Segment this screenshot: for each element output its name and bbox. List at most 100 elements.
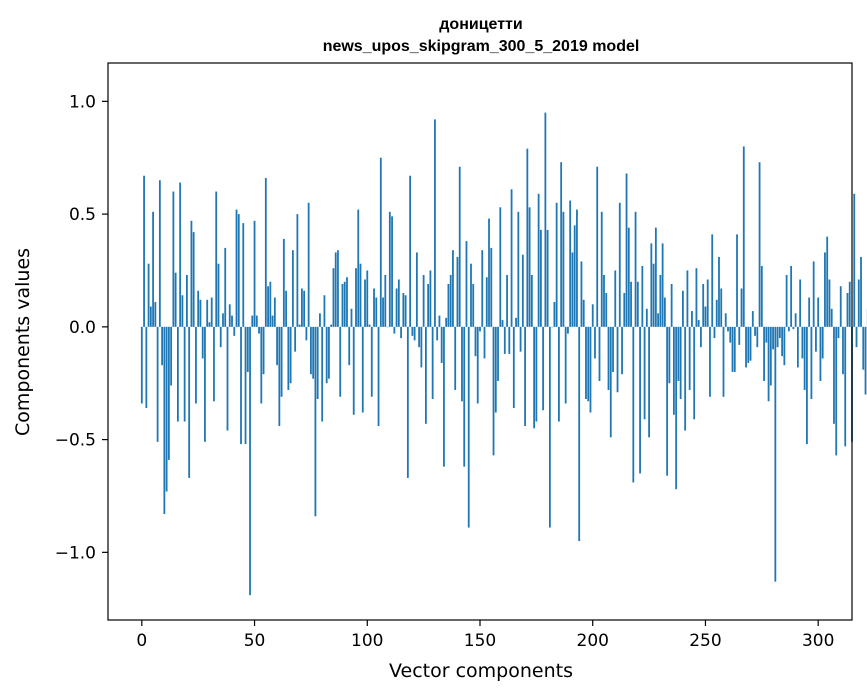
bar (483, 326, 486, 359)
bar (461, 326, 463, 402)
bar (842, 326, 844, 375)
bar (231, 315, 233, 327)
bar (569, 200, 572, 327)
bar (291, 250, 294, 327)
bar (406, 326, 409, 478)
bar (355, 268, 357, 327)
bar (560, 162, 563, 327)
bar (420, 326, 423, 368)
bars (140, 112, 867, 596)
bar (359, 263, 362, 327)
bar (251, 315, 254, 327)
bar (179, 182, 182, 327)
bar (666, 326, 669, 476)
bar (373, 288, 375, 327)
bar (172, 191, 175, 327)
bar (600, 211, 603, 327)
bar (862, 326, 865, 370)
bar (783, 326, 786, 366)
bar (587, 326, 590, 402)
bar (688, 326, 691, 390)
bar (528, 207, 531, 327)
bar (206, 299, 209, 327)
y-axis-label: Components values (12, 248, 34, 436)
bar (700, 326, 702, 348)
bar (652, 263, 655, 327)
bar (226, 326, 229, 431)
bar (558, 326, 560, 422)
bar (648, 326, 650, 438)
bar (143, 175, 145, 327)
bar (670, 284, 673, 327)
bar (650, 243, 653, 327)
bar (149, 306, 152, 327)
bar (382, 297, 384, 327)
bar (682, 290, 684, 327)
bar (181, 295, 184, 327)
bar (614, 270, 617, 327)
bar (499, 207, 502, 327)
bar (855, 326, 858, 348)
bar (454, 326, 457, 390)
bar (346, 277, 348, 327)
bar (424, 326, 427, 424)
bar (776, 326, 779, 348)
bar (794, 313, 797, 327)
bar (244, 326, 247, 445)
bar (352, 326, 355, 415)
bar (204, 326, 206, 442)
bar (235, 209, 238, 327)
bar (801, 326, 804, 359)
bar (260, 326, 263, 404)
bar (409, 175, 412, 327)
bar (517, 211, 520, 327)
bar (140, 326, 143, 404)
bar (325, 326, 328, 384)
bar (747, 326, 750, 363)
bar (258, 326, 260, 334)
bar (618, 202, 621, 327)
x-tick-label: 300 (802, 631, 834, 651)
bar (145, 326, 148, 409)
bar (537, 193, 540, 327)
bar (612, 326, 614, 372)
bar (661, 243, 664, 327)
bar (422, 274, 425, 327)
bar (161, 326, 164, 366)
bar (765, 326, 768, 343)
bar (262, 326, 265, 375)
bar (391, 216, 393, 327)
bar (195, 326, 197, 404)
bar (636, 281, 639, 327)
bar (844, 326, 847, 447)
bar (240, 326, 242, 445)
bar (388, 211, 391, 327)
bar (539, 229, 542, 327)
bar (312, 326, 315, 379)
bar (285, 290, 288, 327)
x-axis: 0 50 100 150 200 250 300 (136, 620, 834, 651)
bar (273, 297, 276, 327)
bar (704, 306, 707, 327)
bar (781, 326, 784, 357)
bar (479, 326, 481, 332)
bar (634, 211, 637, 327)
bar (742, 146, 745, 327)
bar (591, 304, 594, 327)
bar (585, 326, 587, 399)
y-tick-label: −1.0 (55, 543, 96, 563)
bar (242, 223, 245, 327)
bar (427, 284, 430, 327)
bar (625, 173, 628, 327)
bar (321, 326, 324, 422)
bar (819, 326, 822, 381)
bar (289, 326, 292, 384)
bar (249, 326, 251, 596)
bar (213, 326, 215, 402)
bar (792, 326, 795, 330)
bar (210, 297, 213, 327)
x-tick-label: 0 (136, 631, 147, 651)
bar (370, 326, 373, 397)
bar (693, 326, 696, 420)
